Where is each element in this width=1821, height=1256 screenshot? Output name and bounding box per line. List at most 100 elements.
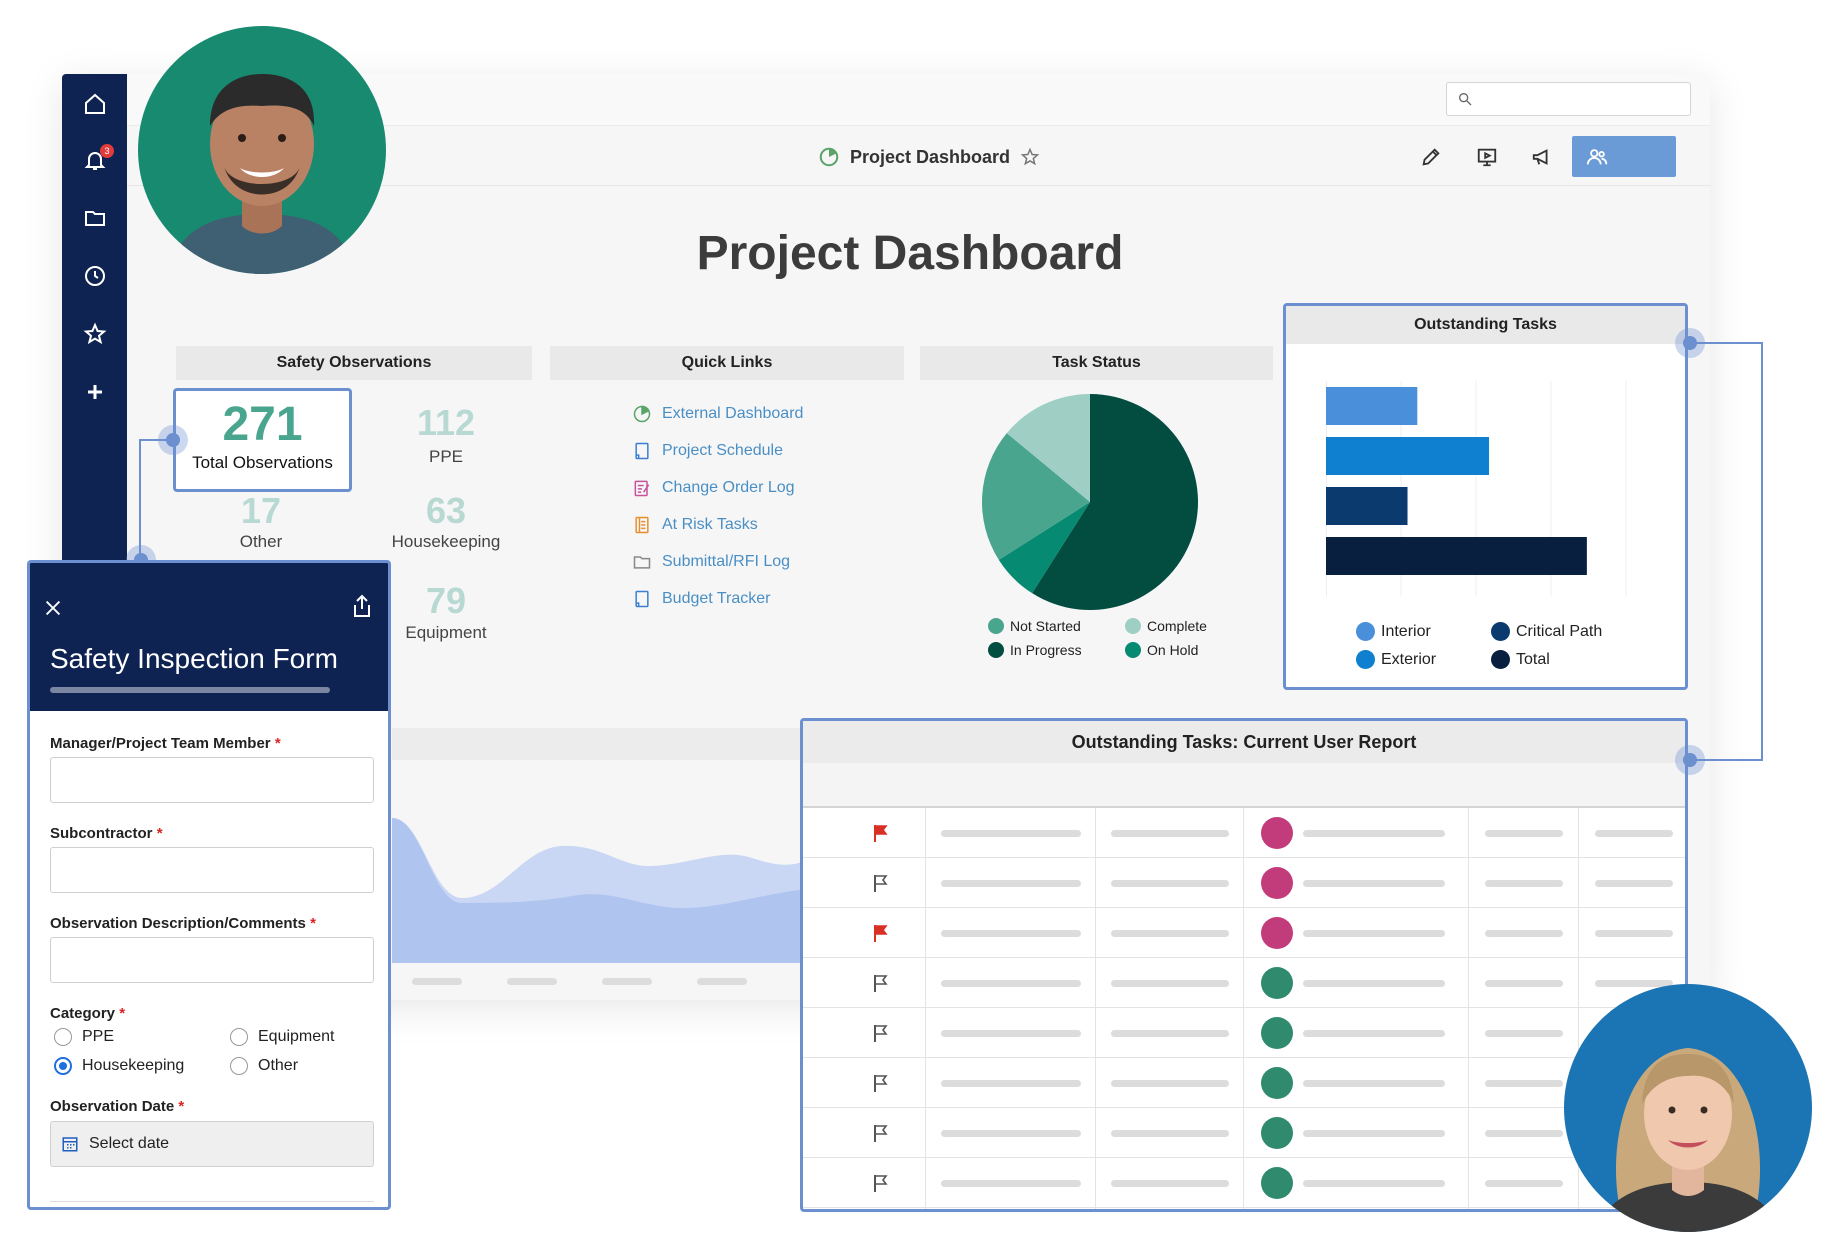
category-radio-ppe[interactable]: PPE: [54, 1028, 114, 1046]
flag-icon[interactable]: [873, 1023, 889, 1043]
date-picker[interactable]: Select date: [50, 1121, 374, 1167]
megaphone-icon[interactable]: [1527, 142, 1557, 172]
radio-circle[interactable]: [230, 1028, 248, 1046]
quick-link-change-order-log[interactable]: Change Order Log: [632, 476, 795, 500]
folder-icon: [633, 556, 651, 569]
radio-circle[interactable]: [54, 1057, 72, 1075]
quick-link-project-schedule[interactable]: Project Schedule: [632, 439, 783, 463]
quick-link-submittal-rfi-log[interactable]: Submittal/RFI Log: [632, 550, 790, 574]
total-observations-label: Total Observations: [192, 453, 333, 472]
total-observations-card[interactable]: 271 Total Observations: [173, 388, 352, 492]
pie-slice-not-started[interactable]: [982, 433, 1090, 560]
table-row[interactable]: [803, 1108, 1685, 1158]
user-avatar: [1261, 867, 1293, 899]
quick-link-at-risk-tasks[interactable]: At Risk Tasks: [632, 513, 758, 537]
user-avatar: [1261, 817, 1293, 849]
search-input[interactable]: [1446, 82, 1691, 116]
manager-input[interactable]: [50, 757, 374, 803]
task-status-header: Task Status: [920, 346, 1273, 380]
bar-interior[interactable]: [1326, 387, 1418, 425]
page-title: Project Dashboard: [696, 227, 1124, 280]
bar-critical-path[interactable]: [1326, 487, 1408, 525]
flag-icon[interactable]: [873, 1123, 889, 1143]
placeholder-bar: [1485, 830, 1563, 837]
quick-link-label: Submittal/RFI Log: [662, 553, 791, 570]
outstanding-tasks-card[interactable]: Outstanding Tasks Interior Critical Path…: [1283, 303, 1688, 690]
sheet-icon: [635, 590, 649, 608]
placeholder-bar: [941, 830, 1081, 837]
radio-circle[interactable]: [230, 1057, 248, 1075]
share-icon[interactable]: [350, 593, 374, 619]
quick-link-label: At Risk Tasks: [662, 516, 758, 533]
star-icon[interactable]: [62, 314, 127, 354]
present-icon[interactable]: [1472, 142, 1502, 172]
dashboard-icon: [819, 147, 839, 167]
favorite-star-icon[interactable]: [1020, 147, 1040, 167]
category-radio-other[interactable]: Other: [230, 1057, 298, 1075]
task-status-pie-chart: [982, 394, 1198, 610]
pie-slice-in-progress[interactable]: [1032, 394, 1198, 610]
users-icon: [1586, 148, 1608, 165]
subcontractor-label: Subcontractor *: [50, 825, 163, 842]
bell-icon[interactable]: 3: [62, 140, 127, 180]
current-user-report-card[interactable]: Outstanding Tasks: Current User Report: [800, 718, 1688, 1212]
table-row[interactable]: [803, 808, 1685, 858]
clock-icon[interactable]: [62, 256, 127, 296]
table-row[interactable]: [803, 1158, 1685, 1208]
pie-slice-on-hold[interactable]: [998, 502, 1090, 594]
placeholder-bar: [941, 980, 1081, 987]
flag-icon[interactable]: [873, 923, 889, 943]
pencil-icon[interactable]: [1416, 142, 1446, 172]
placeholder-bar: [941, 930, 1081, 937]
description-input[interactable]: [50, 937, 374, 983]
form-progress-bar: [50, 687, 330, 693]
column-divider: [1243, 808, 1244, 1209]
flag-icon[interactable]: [873, 1173, 889, 1193]
flag-icon[interactable]: [873, 873, 889, 893]
table-row[interactable]: [803, 1058, 1685, 1108]
placeholder-bar: [1595, 830, 1673, 837]
user-avatar: [1261, 967, 1293, 999]
quick-link-label: Budget Tracker: [662, 590, 771, 607]
plus-icon[interactable]: [62, 372, 127, 412]
radio-circle[interactable]: [54, 1028, 72, 1046]
legend-exterior: Exterior: [1356, 650, 1436, 669]
legend-on-hold: On Hold: [1125, 642, 1198, 658]
table-row[interactable]: [803, 908, 1685, 958]
legend-label: Total: [1516, 650, 1550, 668]
quick-link-external-dashboard[interactable]: External Dashboard: [632, 402, 803, 426]
placeholder-bar: [1485, 1080, 1563, 1087]
flag-icon[interactable]: [873, 1073, 889, 1093]
placeholder-bar: [1111, 980, 1229, 987]
share-button[interactable]: [1572, 136, 1676, 177]
table-row[interactable]: [803, 958, 1685, 1008]
home-icon[interactable]: [62, 84, 127, 124]
close-icon[interactable]: [42, 597, 64, 619]
area-chart-background: [392, 728, 812, 1000]
quick-link-budget-tracker[interactable]: Budget Tracker: [632, 587, 771, 611]
placeholder-bar: [1485, 1130, 1563, 1137]
flag-icon[interactable]: [873, 823, 889, 843]
table-row[interactable]: [803, 1008, 1685, 1058]
user-avatar: [1261, 1117, 1293, 1149]
connector-dot: [158, 425, 188, 455]
bar-exterior[interactable]: [1326, 437, 1490, 475]
category-radio-housekeeping[interactable]: Housekeeping: [54, 1057, 184, 1075]
required-mark: *: [119, 1005, 126, 1022]
safety-inspection-form[interactable]: Safety Inspection Form Manager/Project T…: [27, 560, 391, 1210]
radio-label: Other: [258, 1057, 299, 1074]
flag-icon[interactable]: [873, 973, 889, 993]
subcontractor-input[interactable]: [50, 847, 374, 893]
sheet-icon: [635, 442, 649, 460]
category-radio-equipment[interactable]: Equipment: [230, 1028, 335, 1046]
field-label-text: Category: [50, 1005, 116, 1022]
pie-slice-complete[interactable]: [1006, 394, 1090, 502]
total-observations-value: 271: [222, 398, 303, 451]
calendar-icon: [62, 1137, 78, 1152]
table-row[interactable]: [803, 858, 1685, 908]
user-avatar: [1261, 1017, 1293, 1049]
required-mark: *: [310, 915, 316, 932]
bar-total[interactable]: [1326, 537, 1587, 575]
legend-label: Interior: [1381, 622, 1431, 640]
folder-icon[interactable]: [62, 198, 127, 238]
